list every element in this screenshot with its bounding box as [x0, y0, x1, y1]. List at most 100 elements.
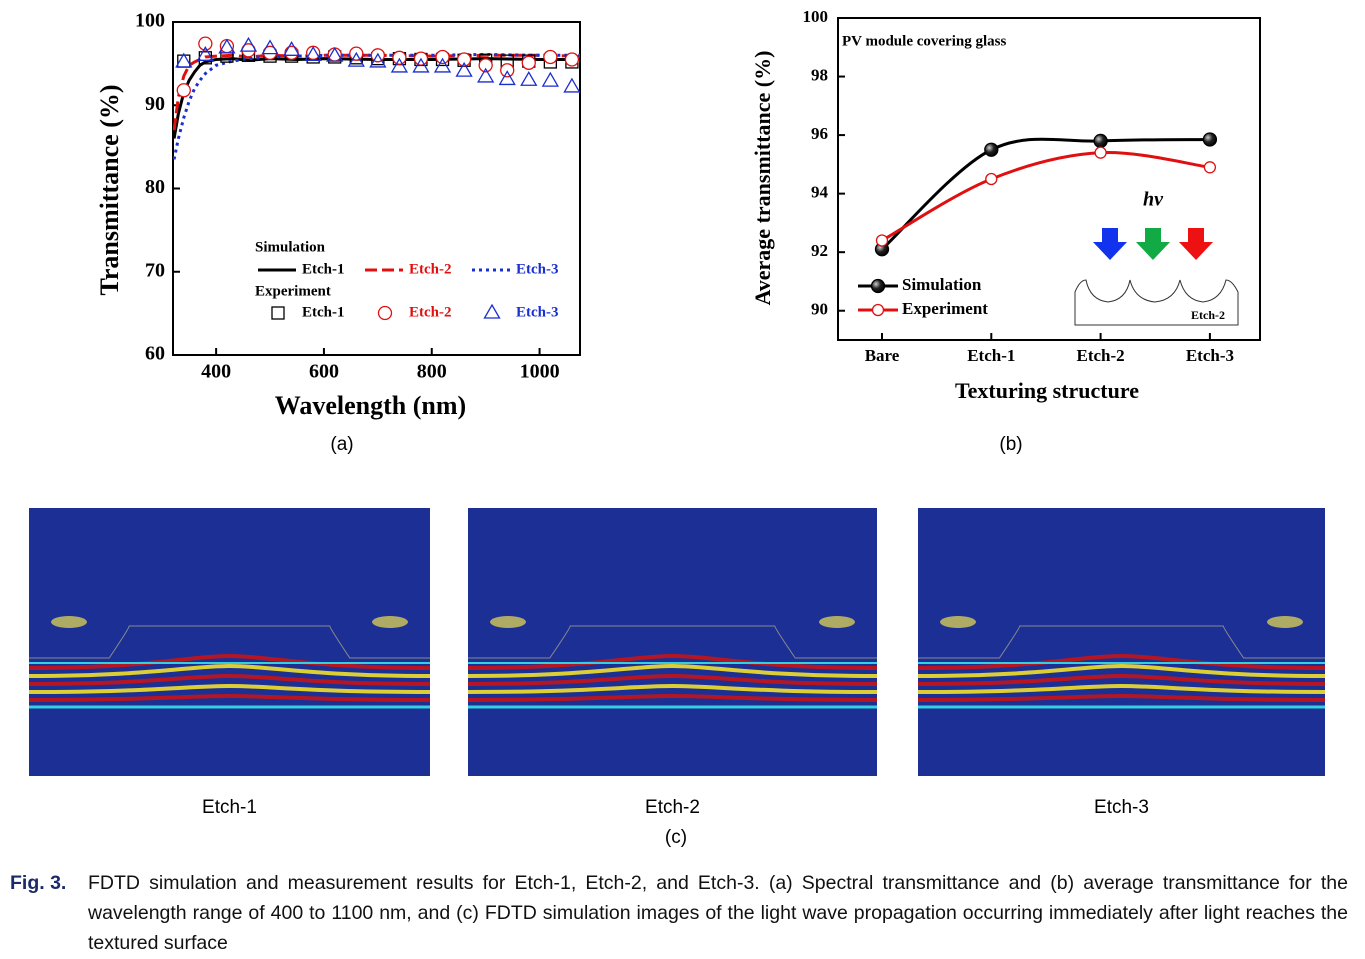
x-tick-label: Etch-3 — [1186, 346, 1234, 365]
series-line — [881, 151, 1211, 242]
y-tick-label: 98 — [811, 65, 828, 84]
hotspot — [372, 616, 408, 628]
y-axis-label: Average transmittance (%) — [750, 51, 775, 306]
marker — [543, 49, 558, 65]
legend-label: Etch-1 — [302, 304, 345, 320]
x-tick-label: 400 — [201, 361, 231, 383]
marker — [196, 45, 214, 61]
y-tick-label: 92 — [811, 241, 828, 260]
x-tick-label: 1000 — [520, 361, 560, 383]
wave-band — [28, 673, 431, 686]
wave-band — [917, 693, 1326, 702]
light-label: hv — [1143, 189, 1164, 211]
texture-profile — [1074, 279, 1239, 326]
legend-label: Etch-2 — [409, 304, 452, 320]
y-tick-label: 100 — [135, 10, 165, 32]
legend-label: Etch-3 — [516, 261, 559, 277]
marker — [219, 38, 235, 54]
wave-band — [917, 653, 1326, 670]
panel-label: (a) — [330, 434, 353, 455]
marker — [1203, 161, 1217, 174]
x-tick-label: Etch-2 — [1077, 346, 1125, 365]
marker — [455, 61, 473, 77]
marker — [984, 142, 999, 157]
series-line — [880, 137, 1210, 251]
image-background — [29, 508, 430, 776]
marker — [564, 52, 580, 67]
x-axis-label: Wavelength (nm) — [275, 391, 466, 420]
surface-outline — [29, 625, 430, 659]
y-tick-label: 60 — [145, 343, 165, 365]
series-line — [173, 57, 580, 139]
marker — [412, 57, 430, 73]
legend-label: Experiment — [902, 299, 988, 318]
legend-marker — [483, 303, 501, 319]
y-tick-label: 96 — [811, 124, 828, 143]
y-tick-label: 90 — [145, 93, 165, 115]
marker — [176, 83, 191, 98]
marker — [477, 67, 495, 83]
marker — [390, 57, 409, 73]
series-line — [173, 53, 580, 131]
caption-text: FDTD simulation and measurement results … — [88, 872, 1348, 954]
plot-frame — [837, 17, 1261, 341]
marker — [282, 41, 301, 56]
marker — [175, 52, 193, 68]
marker — [261, 39, 279, 55]
image-label: Etch-2 — [645, 797, 700, 818]
marker — [347, 51, 365, 67]
hotspot — [1267, 616, 1303, 628]
wave-band — [467, 683, 878, 694]
legend-marker — [271, 306, 285, 320]
x-tick-label: 600 — [309, 361, 339, 383]
plot-frame — [172, 21, 581, 356]
hotspot — [490, 616, 526, 628]
marker — [1093, 133, 1108, 149]
marker — [284, 45, 299, 60]
panel-label: (c) — [665, 827, 687, 848]
hotspot — [51, 616, 87, 628]
marker — [304, 45, 322, 61]
marker — [433, 57, 452, 73]
light-arrows — [1093, 228, 1213, 260]
wave-band — [467, 653, 878, 670]
marker — [327, 47, 342, 62]
legend-label: Etch-1 — [302, 261, 345, 277]
marker — [198, 36, 213, 51]
marker — [520, 70, 538, 86]
legend-marker — [871, 303, 885, 317]
marker — [563, 77, 581, 93]
marker — [369, 52, 387, 68]
y-tick-label: 70 — [145, 259, 165, 281]
hotspot — [940, 616, 976, 628]
wave-band — [917, 663, 1326, 678]
panel-label: (b) — [999, 434, 1022, 455]
y-tick-label: 90 — [811, 300, 828, 319]
legend-title: Experiment — [255, 283, 331, 299]
annotation: PV module covering glass — [842, 33, 1006, 49]
marker — [370, 48, 385, 63]
y-tick-label: 80 — [145, 176, 165, 198]
surface-outline — [468, 625, 877, 659]
y-axis-label: Transmittance (%) — [95, 84, 124, 295]
fdtd-image — [917, 508, 1326, 776]
legend-title: Simulation — [255, 239, 326, 255]
y-tick-label: 94 — [811, 183, 829, 202]
wave-band — [28, 663, 431, 678]
wave-band — [28, 653, 431, 670]
wave-band — [467, 673, 878, 686]
marker — [435, 49, 450, 65]
hotspot — [819, 616, 855, 628]
wave-band — [467, 693, 878, 702]
figure: 60 70 80 90 100 400 600 800 1000 Wavelength (nm) T… — [28, 7, 1326, 848]
x-tick-label: Bare — [865, 346, 900, 365]
x-tick-label: Etch-1 — [967, 346, 1015, 365]
legend-label: Etch-2 — [409, 261, 452, 277]
marker — [1094, 146, 1107, 159]
marker — [875, 234, 889, 247]
wave-band — [467, 663, 878, 678]
y-tick-label: 100 — [803, 7, 829, 26]
fdtd-image — [467, 508, 878, 776]
wave-band — [28, 693, 431, 702]
